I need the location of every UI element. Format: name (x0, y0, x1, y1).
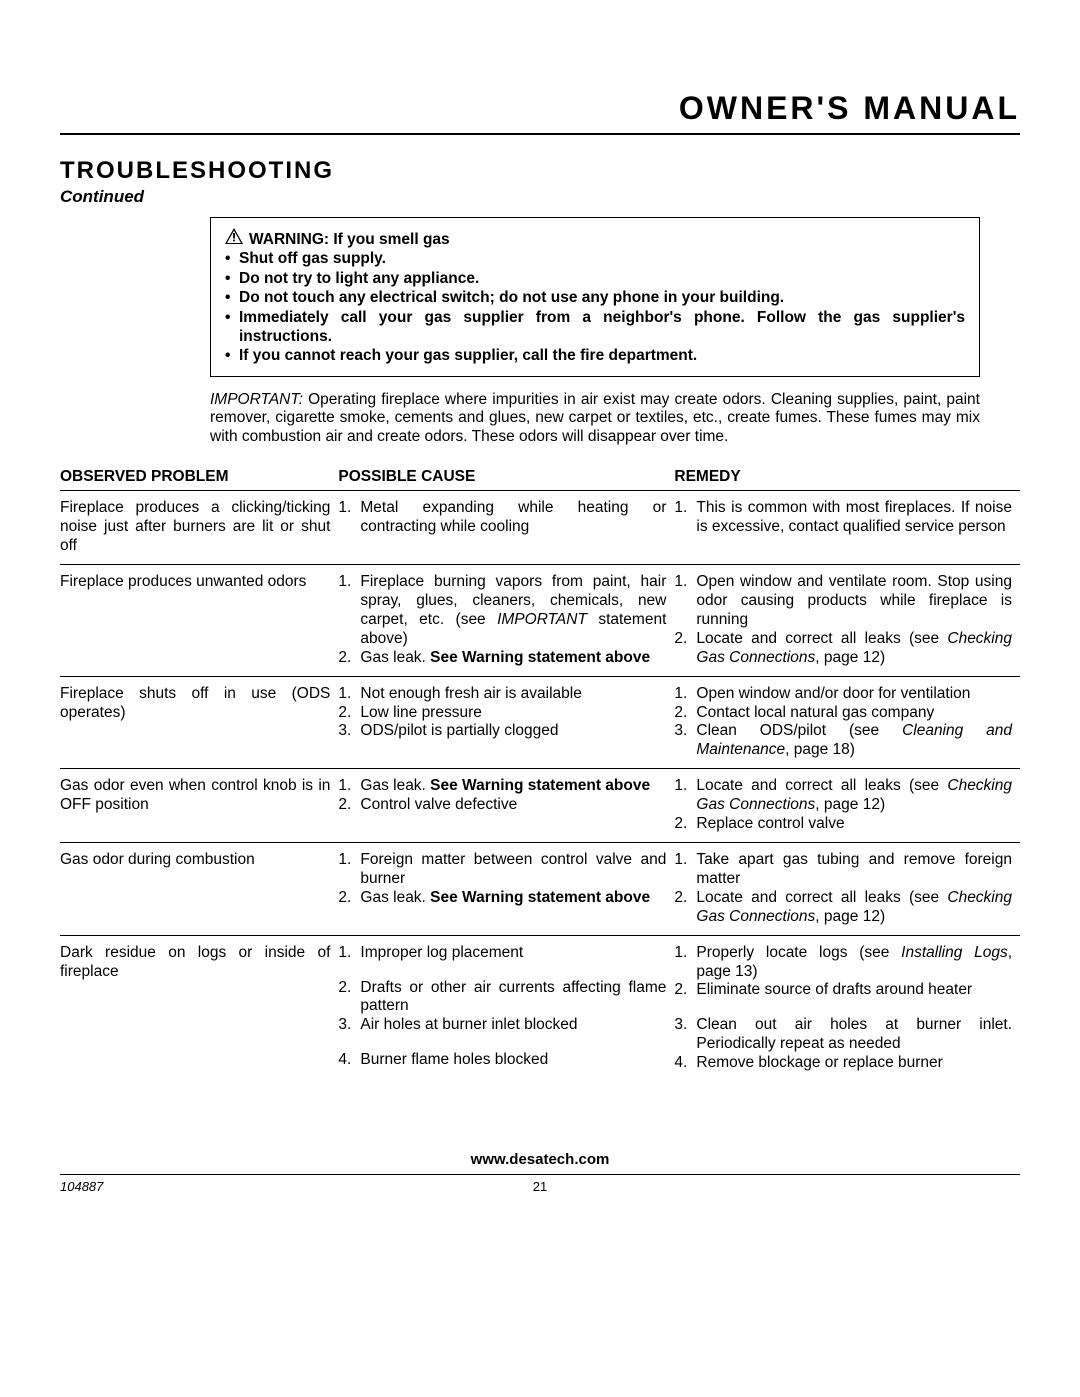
header-title: OWNER'S MANUAL (60, 90, 1020, 135)
warning-icon (225, 228, 243, 249)
cell-problem: Gas odor even when control knob is in OF… (60, 769, 338, 843)
important-paragraph: IMPORTANT: Operating fireplace where imp… (210, 391, 980, 447)
footer-docid: 104887 (60, 1179, 103, 1194)
table-row: Gas odor during combustion1.Foreign matt… (60, 843, 1020, 936)
important-lead: IMPORTANT: (210, 391, 303, 408)
cell-remedy: 1.Open window and ventilate room. Stop u… (674, 565, 1020, 677)
warning-bullet: Immediately call your gas supplier from … (225, 308, 965, 347)
table-row: Fireplace shuts off in use (ODS operates… (60, 676, 1020, 769)
cell-remedy: 1.This is common with most fireplaces. I… (674, 491, 1020, 565)
footer-page: 21 (533, 1179, 547, 1194)
page: OWNER'S MANUAL TROUBLESHOOTING Continued… (0, 0, 1080, 1234)
cell-remedy: 1.Properly locate logs (see Installing L… (674, 935, 1020, 1081)
warning-bullet-list: Shut off gas supply. Do not try to light… (225, 249, 965, 365)
th-cause: POSSIBLE CAUSE (338, 464, 674, 491)
cell-cause: 1.Not enough fresh air is available2.Low… (338, 676, 674, 769)
cell-remedy: 1.Locate and correct all leaks (see Chec… (674, 769, 1020, 843)
cell-cause: 1.Foreign matter between control valve a… (338, 843, 674, 936)
table-row: Dark residue on logs or inside of firepl… (60, 935, 1020, 1081)
footer-url: www.desatech.com (60, 1151, 1020, 1175)
cell-cause: 1.Gas leak. See Warning statement above2… (338, 769, 674, 843)
footer-row: 104887 21 (60, 1175, 1020, 1194)
cell-cause: 1.Metal expanding while heating or contr… (338, 491, 674, 565)
cell-problem: Gas odor during combustion (60, 843, 338, 936)
warning-bullet: Shut off gas supply. (225, 249, 965, 268)
cell-problem: Fireplace shuts off in use (ODS operates… (60, 676, 338, 769)
warning-bullet: Do not touch any electrical switch; do n… (225, 288, 965, 307)
cell-cause: 1.Fireplace burning vapors from paint, h… (338, 565, 674, 677)
warning-lead: WARNING: If you smell gas (249, 230, 450, 249)
cell-problem: Fireplace produces unwanted odors (60, 565, 338, 677)
warning-bullet: Do not try to light any appliance. (225, 269, 965, 288)
cell-problem: Dark residue on logs or inside of firepl… (60, 935, 338, 1081)
table-row: Fireplace produces a clicking/ticking no… (60, 491, 1020, 565)
section-continued: Continued (60, 187, 1020, 207)
th-problem: OBSERVED PROBLEM (60, 464, 338, 491)
section-title: TROUBLESHOOTING (60, 157, 1020, 185)
warning-bullet: If you cannot reach your gas supplier, c… (225, 346, 965, 365)
cell-remedy: 1.Open window and/or door for ventilatio… (674, 676, 1020, 769)
cell-problem: Fireplace produces a clicking/ticking no… (60, 491, 338, 565)
cell-remedy: 1.Take apart gas tubing and remove forei… (674, 843, 1020, 936)
th-remedy: REMEDY (674, 464, 1020, 491)
troubleshooting-table: OBSERVED PROBLEM POSSIBLE CAUSE REMEDY F… (60, 464, 1020, 1081)
warning-box: WARNING: If you smell gas Shut off gas s… (210, 217, 980, 377)
important-text: Operating fireplace where impurities in … (210, 391, 980, 445)
table-row: Fireplace produces unwanted odors1.Firep… (60, 565, 1020, 677)
table-body: Fireplace produces a clicking/ticking no… (60, 491, 1020, 1081)
table-row: Gas odor even when control knob is in OF… (60, 769, 1020, 843)
cell-cause: 1.Improper log placement2.Drafts or othe… (338, 935, 674, 1081)
